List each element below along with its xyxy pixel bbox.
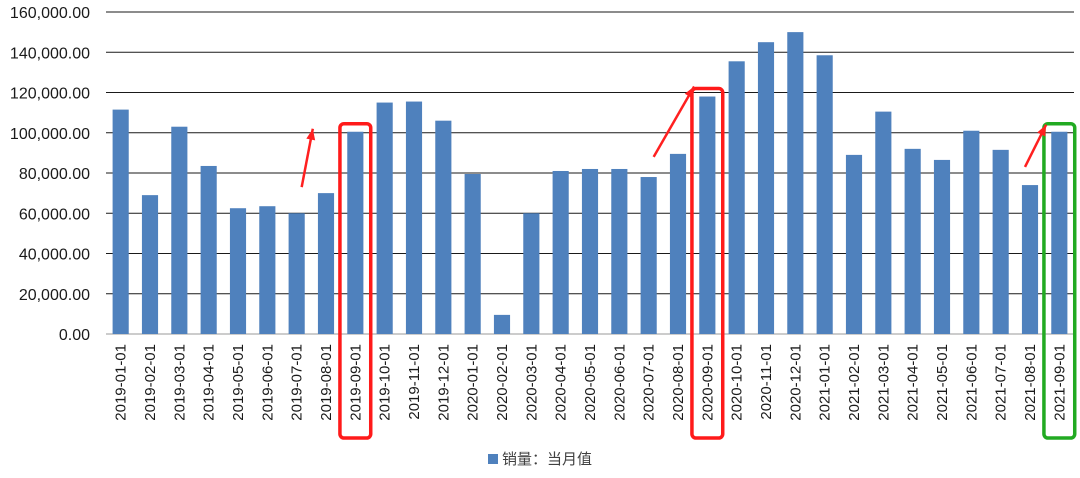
bar [669,153,687,334]
y-tick-label: 80,000.00 [19,166,90,183]
bar [141,195,159,334]
y-tick-label: 100,000.00 [10,126,90,143]
trend-arrow [652,85,696,158]
x-tick-label: 2020-07-01 [641,344,658,421]
arrow-shaft [652,85,696,158]
bar [493,314,511,334]
bar [816,55,833,335]
legend: 销量：当月值 [0,448,1080,469]
bar [464,174,481,334]
x-tick-label: 2021-03-01 [875,344,892,421]
x-tick-label: 2021-02-01 [846,344,863,421]
x-tick-label: 2020-10-01 [729,344,746,421]
bar [347,131,364,334]
x-tick-label: 2021-01-01 [817,344,834,421]
bar [992,149,1009,334]
x-tick-label: 2021-08-01 [1022,344,1039,421]
bar [405,101,423,335]
bar [640,177,657,334]
bar [171,126,188,335]
x-tick-label: 2019-07-01 [289,344,306,421]
bar [112,109,129,334]
bar [904,148,921,334]
x-tick-label: 2020-03-01 [523,344,540,421]
bar [933,159,951,334]
x-tick-label: 2021-09-01 [1051,344,1068,421]
bar [229,208,247,334]
bar [581,168,599,334]
bar [728,61,745,335]
x-tick-label: 2021-05-01 [934,344,951,421]
x-tick-label: 2021-07-01 [993,344,1010,421]
x-tick-label: 2020-04-01 [553,344,570,421]
x-tick-label: 2021-06-01 [963,344,980,421]
arrow-head [306,128,316,141]
bar [1021,185,1039,334]
y-tick-label: 140,000.00 [10,45,90,62]
arrow-head [684,86,695,99]
y-tick-label: 40,000.00 [19,247,90,264]
bar [200,165,217,334]
x-axis: 2019-01-01 2019-02-01 2019-03-01 2019-04-01… [113,344,1069,421]
x-tick-label: 2020-12-01 [787,344,804,421]
x-tick-label: 2020-06-01 [611,344,628,421]
x-tick-label: 2019-11-01 [406,344,423,420]
x-tick-label: 2019-12-01 [435,344,452,421]
bar [875,111,892,335]
x-tick-label: 2019-06-01 [259,344,276,421]
x-tick-label: 2019-10-01 [377,344,394,421]
bar [611,168,628,334]
bar [259,206,276,334]
y-axis: 0.00 20,000.00 40,000.00 60,000.00 80,000.00… [10,5,90,344]
bar [787,32,804,334]
bar [288,213,305,334]
x-tick-label: 2019-05-01 [230,344,247,421]
highlight-box [338,121,373,440]
bar [963,130,980,334]
x-tick-label: 2019-08-01 [318,344,335,421]
y-tick-label: 0.00 [59,327,90,344]
bar [435,120,452,334]
bar [1051,131,1068,334]
x-tick-label: 2020-05-01 [582,344,599,421]
x-tick-label: 2020-09-01 [699,344,716,421]
x-tick-label: 2020-02-01 [494,344,511,421]
bar [845,154,863,334]
bar [757,42,775,334]
legend-swatch [487,454,498,464]
x-tick-label: 2020-08-01 [670,344,687,421]
x-tick-label: 2019-09-01 [347,344,364,421]
bar [317,193,335,334]
annotations [300,85,1077,440]
y-tick-label: 120,000.00 [10,86,90,103]
x-tick-label: 2020-01-01 [465,344,482,421]
highlight-box [690,86,725,440]
x-tick-label: 2019-04-01 [201,344,218,421]
trend-arrow [300,128,316,188]
arrow-head [1037,124,1047,137]
bar-chart: 0.00 20,000.00 40,000.00 60,000.00 80,000.00… [10,5,1077,440]
x-tick-label: 2020-11-01 [758,344,775,420]
bar [376,102,393,334]
bar [523,213,540,334]
legend-label: 销量：当月值 [501,450,592,468]
bar [552,170,569,334]
x-tick-label: 2019-01-01 [113,344,130,421]
x-tick-label: 2021-04-01 [905,344,922,421]
y-tick-label: 20,000.00 [19,287,90,304]
bars [112,32,1068,335]
trend-arrow [1023,124,1048,168]
highlight-box [1042,121,1077,440]
x-tick-label: 2019-02-01 [142,344,159,421]
x-tick-label: 2019-03-01 [171,344,188,421]
y-tick-label: 160,000.00 [10,5,90,22]
bar [699,96,716,335]
y-tick-label: 60,000.00 [19,206,90,223]
